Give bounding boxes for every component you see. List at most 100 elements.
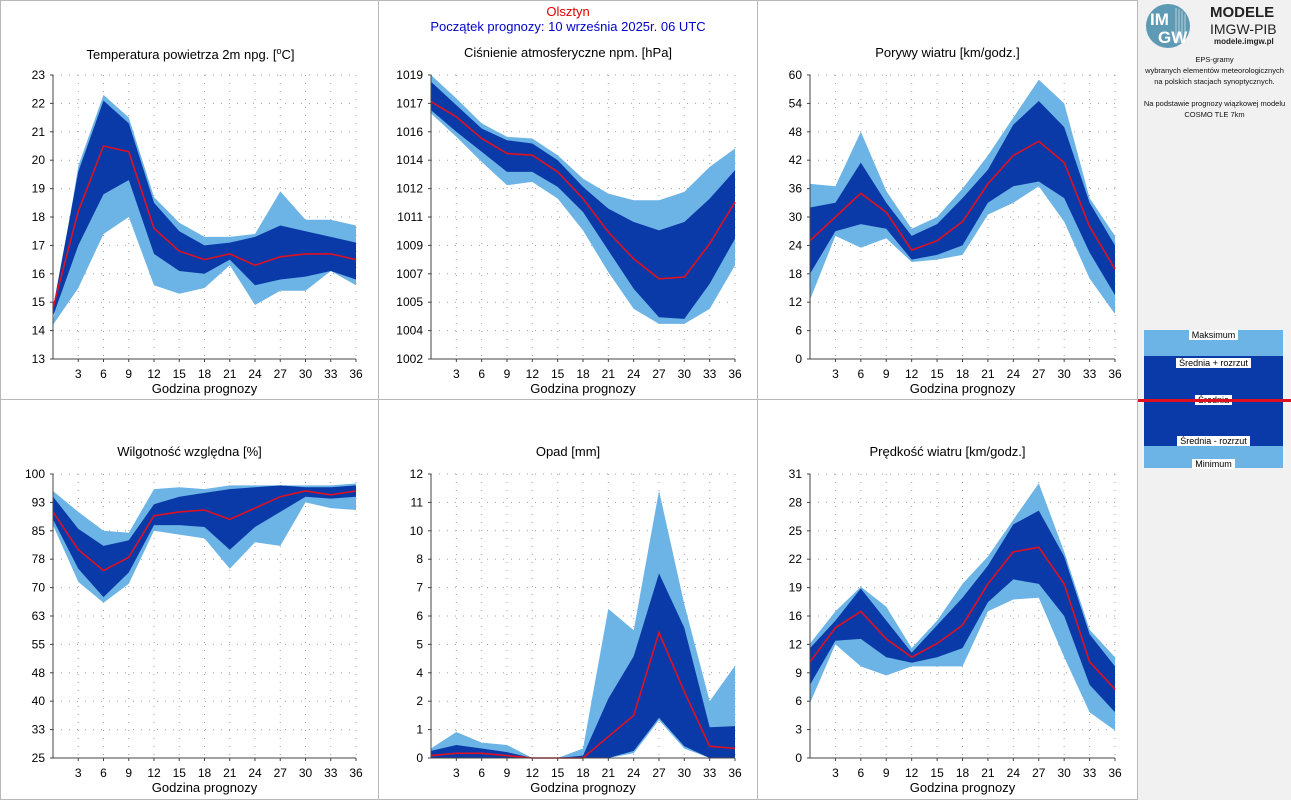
- eps-description: EPS-gramy wybranych elementów meteorolog…: [1138, 54, 1291, 120]
- y-tick-label: 20: [32, 153, 46, 167]
- x-tick-label: 12: [147, 367, 161, 381]
- chart-panel-temperature: Temperatura powietrza 2m npg. [oC] 13 14 1…: [0, 0, 379, 400]
- legend-label-min: Minimum: [1144, 459, 1283, 469]
- y-tick-label: 55: [32, 637, 46, 651]
- y-tick-label: 12: [410, 467, 424, 481]
- x-tick-label: 30: [299, 766, 313, 780]
- x-tick-label: 33: [324, 367, 338, 381]
- x-tick-label: 18: [198, 367, 212, 381]
- x-tick-label: 33: [1083, 766, 1097, 780]
- x-tick-label: 36: [1108, 766, 1122, 780]
- y-tick-label: 1017: [396, 96, 423, 110]
- legend-label-mean-minus: Średnia - rozrzut: [1144, 436, 1283, 446]
- legend-mean-line: [1138, 399, 1291, 402]
- y-tick-label: 16: [32, 267, 46, 281]
- y-tick-label: 85: [32, 524, 46, 538]
- legend: Maksimum Średnia + rozrzut Średnia Średn…: [1144, 330, 1283, 469]
- y-tick-label: 1005: [396, 295, 423, 309]
- x-tick-label: 18: [956, 766, 970, 780]
- x-tick-label: 36: [728, 367, 742, 381]
- y-tick-label: 60: [789, 68, 803, 82]
- y-tick-label: 3: [795, 723, 802, 737]
- precipitation-band-spread: [431, 573, 735, 758]
- y-tick-label: 40: [32, 694, 46, 708]
- y-tick-label: 11: [411, 495, 424, 509]
- logo-title: MODELE: [1210, 4, 1275, 21]
- desc-line: EPS-gramy: [1195, 55, 1234, 64]
- x-tick-label: 27: [274, 367, 288, 381]
- logo-url[interactable]: modele.imgw.pl: [1214, 37, 1274, 46]
- humidity-band-spread: [53, 485, 356, 598]
- chart-panel-humidity: Wilgotność względna [%] 25 33 40 48 55 63 70 78…: [0, 399, 379, 800]
- y-tick-label: 19: [32, 182, 46, 196]
- y-tick-label: 10: [410, 524, 424, 538]
- y-tick-label: 4: [416, 666, 423, 680]
- x-tick-label: 24: [248, 766, 262, 780]
- y-tick-label: 48: [32, 666, 46, 680]
- page-header: Olsztyn Początek prognozy: 10 września 2…: [379, 4, 757, 34]
- x-tick-label: 12: [905, 766, 919, 780]
- x-tick-label: 3: [75, 367, 82, 381]
- x-tick-label: 9: [883, 367, 890, 381]
- y-tick-label: 36: [789, 182, 803, 196]
- x-tick-label: 21: [602, 766, 616, 780]
- y-tick-label: 70: [32, 581, 46, 595]
- y-tick-label: 14: [32, 324, 46, 338]
- x-tick-label: 27: [1032, 766, 1046, 780]
- y-tick-label: 25: [32, 751, 46, 765]
- y-tick-label: 12: [789, 637, 803, 651]
- desc-line: wybranych elementów meteorologicznych: [1145, 66, 1284, 75]
- x-tick-label: 6: [857, 367, 864, 381]
- humidity-band-min-max: [53, 483, 356, 603]
- location-name: Olsztyn: [546, 4, 590, 19]
- x-tick-label: 36: [1108, 367, 1122, 381]
- x-tick-label: 33: [703, 766, 717, 780]
- y-tick-label: 6: [795, 694, 802, 708]
- x-tick-label: 30: [299, 367, 313, 381]
- chart-title-temperature: Temperatura powietrza 2m npg. [oC]: [1, 45, 378, 68]
- y-tick-label: 1019: [396, 68, 423, 82]
- y-tick-label: 63: [32, 609, 46, 623]
- y-tick-label: 5: [416, 637, 423, 651]
- y-tick-label: 19: [789, 581, 803, 595]
- x-tick-label: 18: [198, 766, 212, 780]
- x-tick-label: 21: [981, 766, 995, 780]
- x-tick-label: 27: [652, 367, 666, 381]
- x-tick-label: 9: [504, 367, 511, 381]
- x-axis-label: Godzina prognozy: [910, 381, 1016, 396]
- x-tick-label: 24: [627, 367, 641, 381]
- x-tick-label: 3: [832, 367, 839, 381]
- x-tick-label: 3: [453, 367, 460, 381]
- chart-panel-precipitation: Opad [mm] 0 1 2 4 5 6 7 8 10 11 12 3 6 9 12 15 18 21 24 27 3…: [378, 399, 758, 800]
- x-tick-label: 6: [857, 766, 864, 780]
- legend-label-max: Maksimum: [1144, 330, 1283, 340]
- svg-text:Temperatura powietrza 2m npg.: Temperatura powietrza 2m npg. [oC]: [86, 46, 294, 62]
- y-tick-label: 33: [32, 723, 46, 737]
- imgw-logo[interactable]: IM GW MODELE IMGW-PIB modele.imgw.pl: [1144, 2, 1289, 48]
- temperature-band-spread: [53, 100, 356, 317]
- x-tick-label: 27: [1032, 367, 1046, 381]
- legend-label-mean-plus: Średnia + rozrzut: [1144, 358, 1283, 368]
- x-axis-label: Godzina prognozy: [530, 780, 636, 795]
- y-tick-label: 1016: [396, 125, 423, 139]
- x-tick-label: 9: [125, 367, 132, 381]
- chart-title-precipitation: Opad [mm]: [535, 444, 601, 459]
- y-tick-label: 1009: [396, 238, 423, 252]
- x-tick-label: 27: [274, 766, 288, 780]
- x-tick-label: 15: [173, 367, 187, 381]
- desc-line: COSMO TLE 7km: [1184, 110, 1245, 119]
- chart-title-pressure: Ciśnienie atmosferyczne npm. [hPa]: [463, 45, 673, 60]
- y-tick-label: 31: [789, 467, 803, 481]
- x-tick-label: 33: [1083, 367, 1097, 381]
- y-tick-label: 1002: [396, 352, 423, 366]
- x-tick-label: 12: [526, 766, 540, 780]
- y-tick-label: 1011: [397, 210, 423, 224]
- x-tick-label: 15: [173, 766, 187, 780]
- x-tick-label: 21: [981, 367, 995, 381]
- logo-subtitle: IMGW-PIB: [1210, 21, 1277, 37]
- x-tick-label: 36: [728, 766, 742, 780]
- y-tick-label: 1007: [396, 267, 423, 281]
- y-tick-label: 24: [789, 238, 803, 252]
